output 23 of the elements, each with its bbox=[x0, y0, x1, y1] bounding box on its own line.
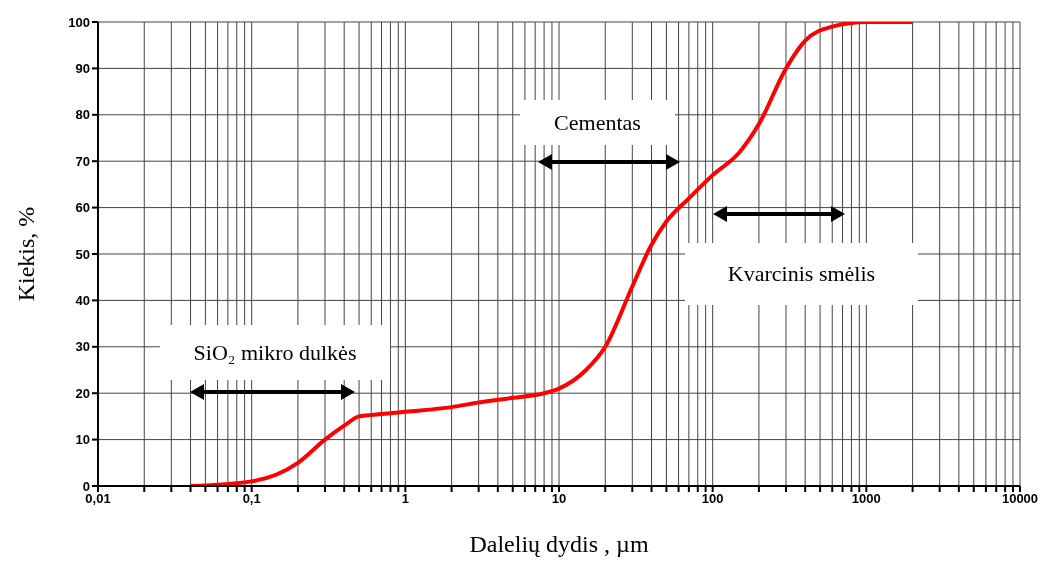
y-tick-label: 90 bbox=[75, 61, 90, 77]
y-tick-label: 80 bbox=[75, 107, 90, 123]
y-tick-label: 20 bbox=[75, 385, 90, 401]
x-axis-title: Dalelių dydis , µm bbox=[469, 531, 649, 557]
annotation: Kvarcinis smėlis bbox=[727, 261, 876, 287]
y-tick-label: 60 bbox=[75, 200, 90, 216]
x-tick-label: 10 bbox=[551, 491, 567, 507]
y-tick-label: 0 bbox=[82, 478, 90, 494]
y-tick-label: 40 bbox=[75, 293, 90, 309]
y-tick-label: 10 bbox=[75, 432, 90, 448]
y-tick-label: 50 bbox=[75, 246, 90, 262]
y-tick-label: 100 bbox=[68, 14, 90, 30]
y-axis-title: Kiekis, % bbox=[12, 206, 39, 302]
x-tick-label: 1000 bbox=[851, 491, 881, 507]
y-tick-label: 70 bbox=[75, 153, 90, 169]
x-tick-label: 100 bbox=[701, 491, 724, 507]
x-tick-label: 0,01 bbox=[85, 491, 111, 507]
x-tick-label: 10000 bbox=[1001, 491, 1039, 507]
y-tick-label: 30 bbox=[75, 339, 90, 355]
x-tick-label: 0,1 bbox=[242, 491, 261, 507]
x-tick-label: 1 bbox=[401, 491, 409, 507]
annotation: SiO₂ mikro dulkės bbox=[193, 339, 357, 366]
annotation: Cementas bbox=[554, 109, 641, 136]
